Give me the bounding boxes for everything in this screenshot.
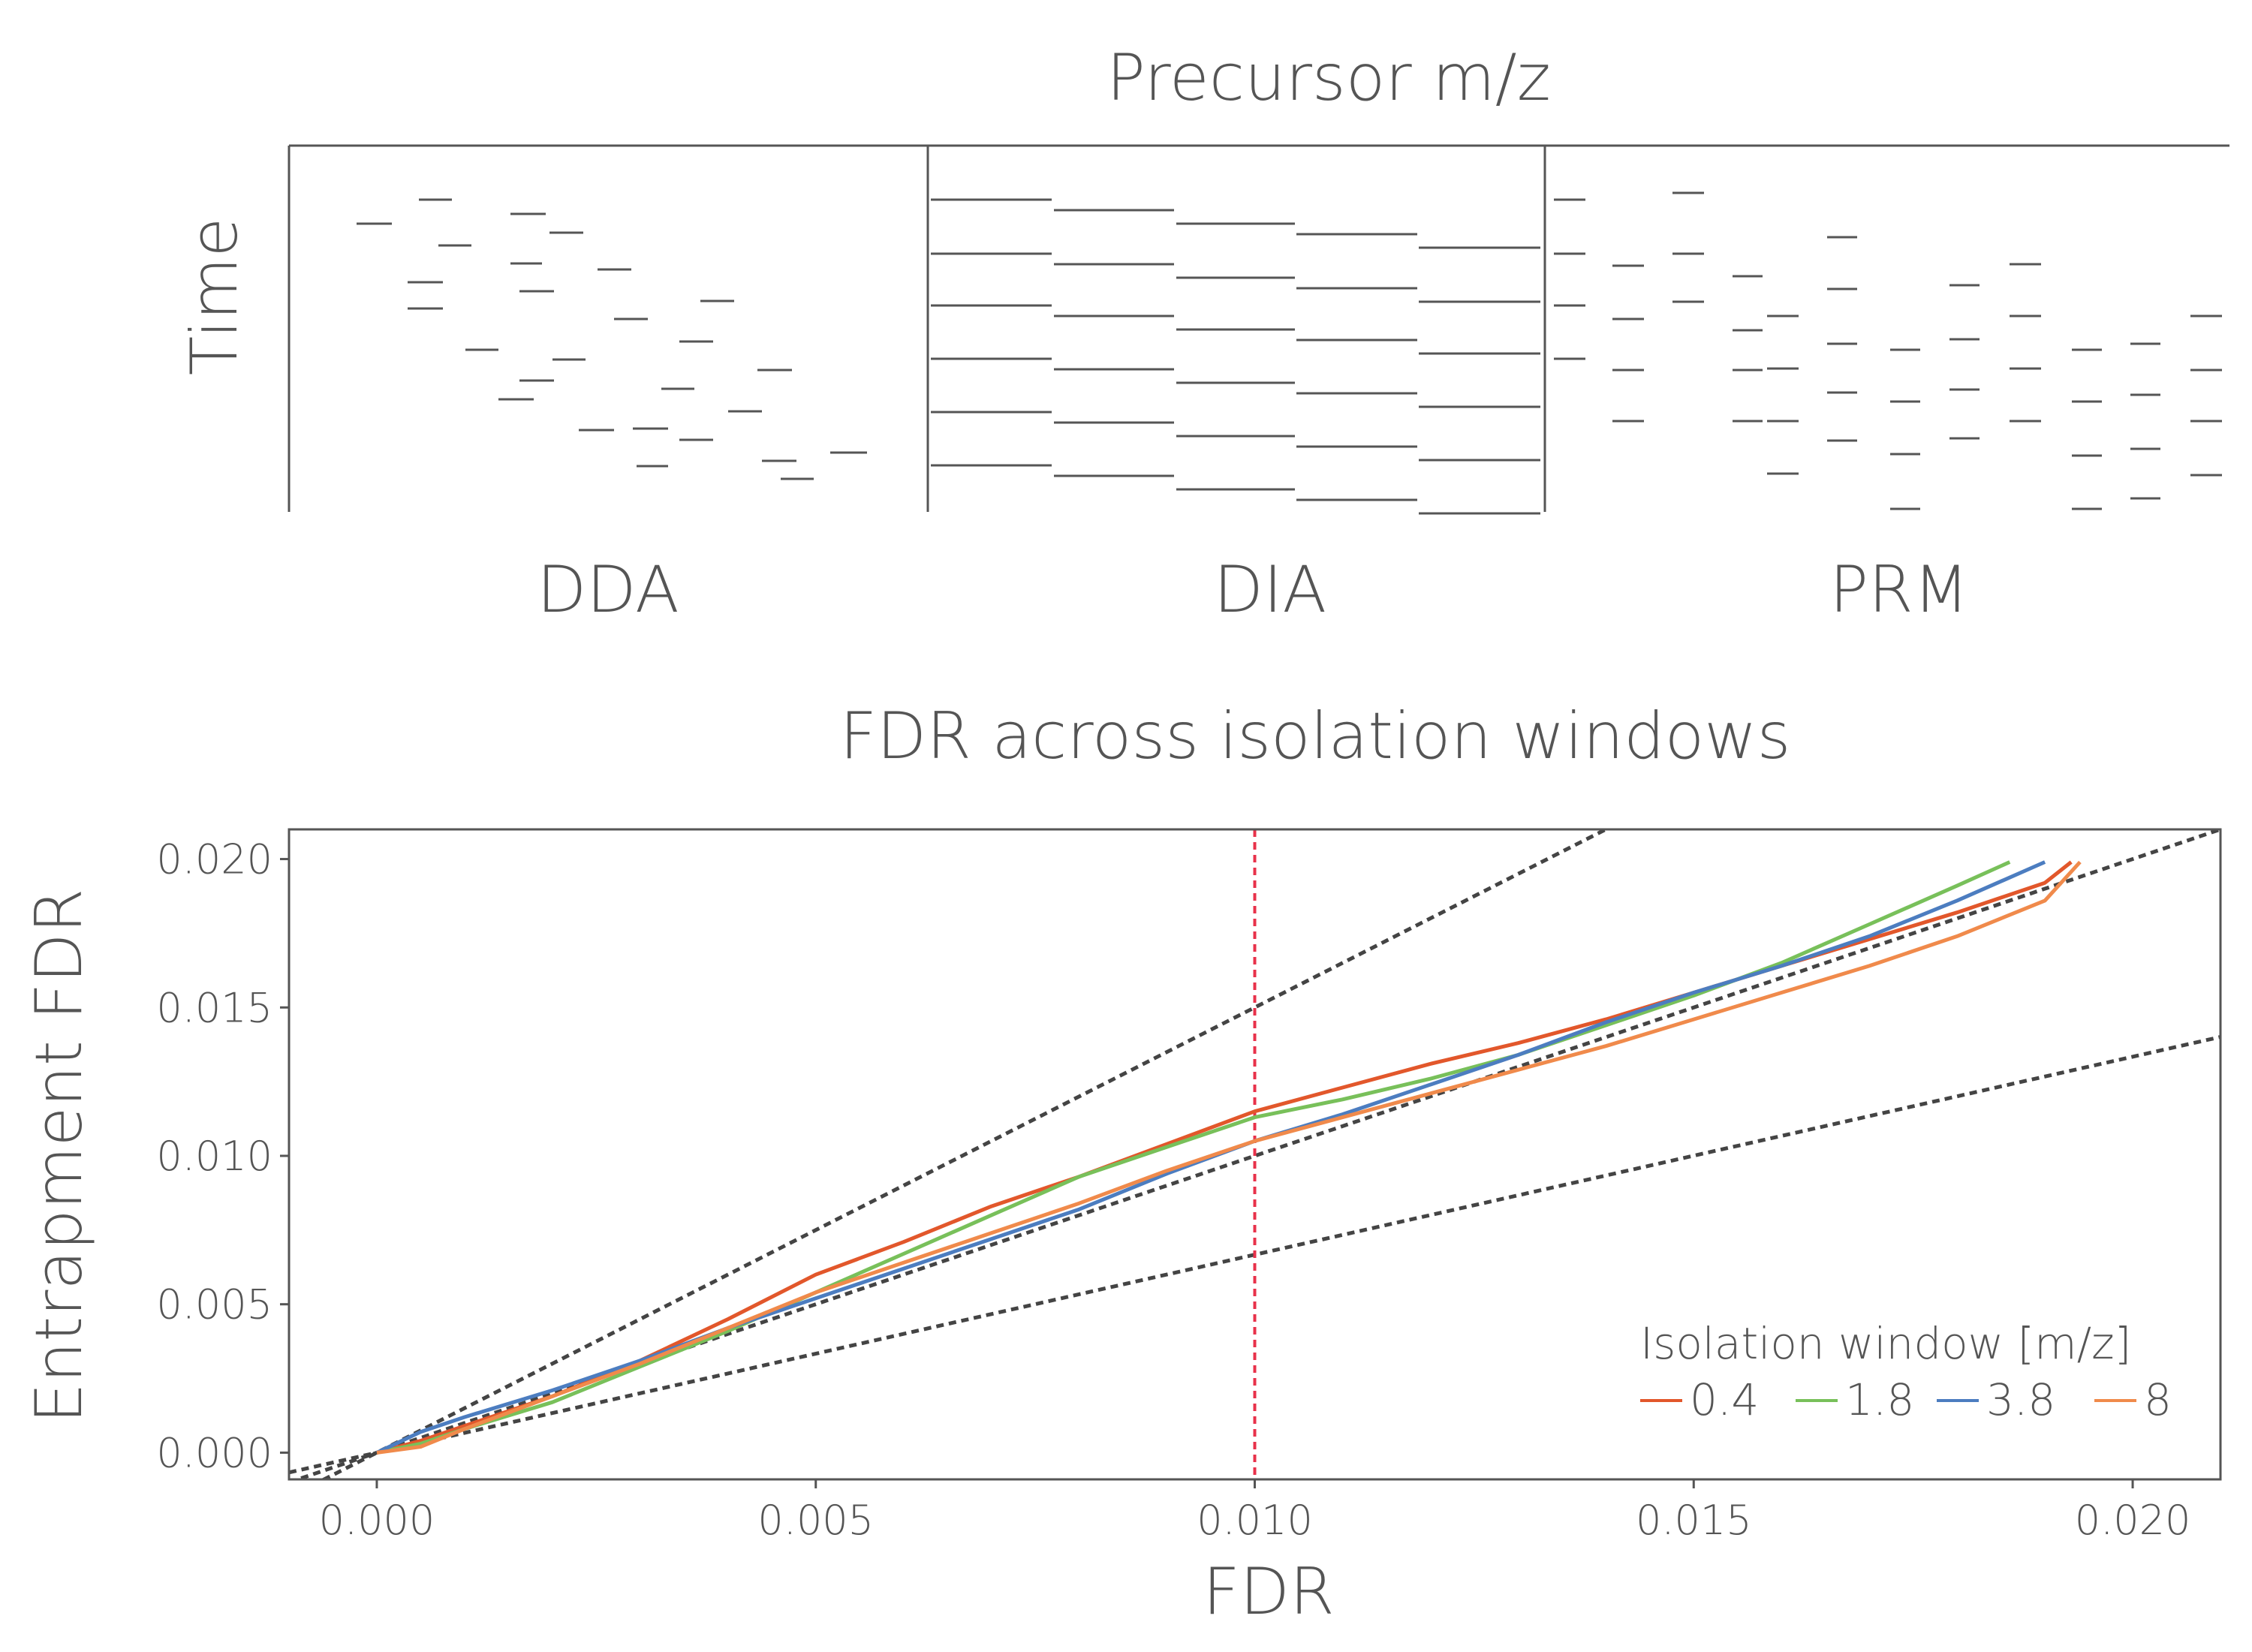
legend-label: 1.8 <box>1845 1374 1914 1425</box>
legend: Isolation window [m/z] 0.4 1.8 3.8 8 <box>1640 1318 2172 1425</box>
y-tick-label: 0.015 <box>156 984 272 1031</box>
reference-lines <box>289 829 2220 1479</box>
x-axis-label: FDR <box>1203 1554 1334 1629</box>
dia-scan-marks <box>931 198 1540 515</box>
panel-label-dia: DIA <box>1214 552 1326 627</box>
dda-scan-marks <box>357 198 867 480</box>
y-tick-label: 0.020 <box>156 836 272 883</box>
fdr-chart: FDR across isolation windows FDR Entrapm… <box>22 699 2222 1629</box>
y-tick-label: 0.005 <box>156 1281 272 1329</box>
legend-title: Isolation window [m/z] <box>1640 1318 2131 1369</box>
y-tick-label: 0.000 <box>156 1429 272 1476</box>
axis-ticks: 0.000 0.005 0.010 0.015 0.020 0.000 0.005 0.010… <box>156 836 2190 1544</box>
schematic-title: Precursor m/z <box>1106 41 1551 116</box>
series-line-8 <box>376 860 2082 1455</box>
plot-frame <box>288 828 2222 1481</box>
x-tick-label: 0.005 <box>757 1497 874 1544</box>
legend-label: 8 <box>2144 1374 2172 1425</box>
y-tick-label: 0.010 <box>156 1133 272 1180</box>
prm-scan-marks <box>1554 191 2222 510</box>
x-tick-label: 0.000 <box>319 1497 435 1544</box>
y-axis-label: Entrapment FDR <box>22 889 97 1424</box>
acquisition-schematic: Precursor m/z Time DDA DIA PRM <box>177 41 2229 627</box>
panel-label-dda: DDA <box>537 552 679 627</box>
reference-line-slope <box>320 829 1610 1479</box>
legend-label: 0.4 <box>1690 1374 1759 1425</box>
legend-label: 3.8 <box>1986 1374 2055 1425</box>
panel-label-prm: PRM <box>1829 552 1969 627</box>
series-line-3.8 <box>375 860 2046 1455</box>
series-lines <box>375 860 2082 1455</box>
chart-title: FDR across isolation windows <box>840 699 1791 774</box>
legend-items: 0.4 1.8 3.8 8 <box>1640 1374 2172 1425</box>
schematic-ylabel: Time <box>177 218 252 375</box>
reference-line-slope <box>291 829 2220 1479</box>
x-tick-label: 0.015 <box>1636 1497 1752 1544</box>
x-tick-label: 0.020 <box>2075 1497 2191 1544</box>
x-tick-label: 0.010 <box>1197 1497 1313 1544</box>
